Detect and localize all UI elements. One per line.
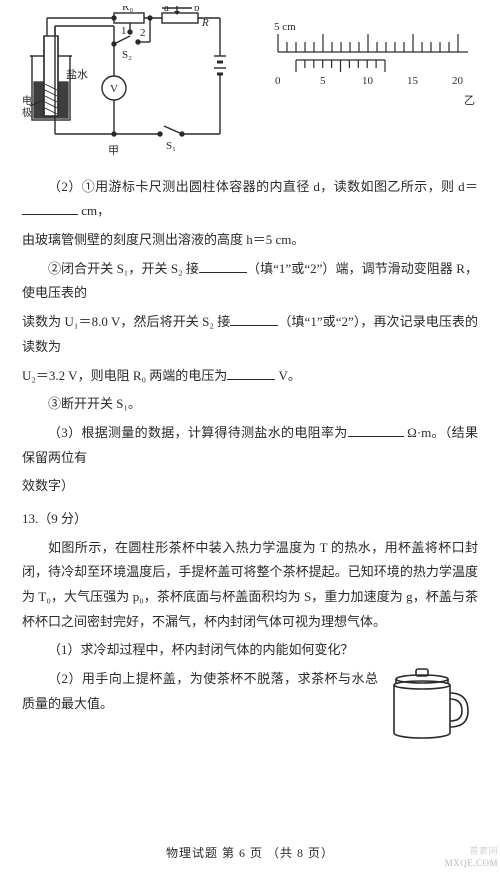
- ruler-figure: 5 cm 0 5 10 15 20 乙: [268, 22, 478, 115]
- blank-d: [22, 200, 78, 215]
- q2-2-line2: 读数为 U₁＝8.0 V，然后将开关 S₂ 接（填“1”或“2”），再次记录电压…: [22, 310, 478, 359]
- q2-2-line1: ②闭合开关 S₁，开关 S₂ 接（填“1”或“2”）端，调节滑动变阻器 R，使电…: [22, 257, 478, 306]
- ruler-20: 20: [452, 75, 464, 87]
- label-s2: S₂: [122, 49, 132, 61]
- label-2: 2: [140, 27, 146, 39]
- q3-line2: 效数字）: [22, 474, 478, 499]
- watermark-bottom: MXQE.COM: [445, 855, 498, 872]
- label-salt: 盐水: [66, 68, 88, 81]
- label-electrode2: 极: [22, 106, 32, 119]
- label-r0: R₀: [122, 6, 133, 13]
- ruler-10: 10: [362, 75, 374, 87]
- label-v: V: [110, 83, 118, 95]
- q13-p2: （1）求冷却过程中，杯内封闭气体的内能如何变化？: [22, 638, 478, 663]
- label-jia: 甲: [108, 145, 119, 156]
- label-1: 1: [121, 25, 127, 37]
- cup-figure: [386, 667, 472, 752]
- blank-rho: [348, 422, 404, 437]
- label-b: b: [194, 6, 200, 14]
- q2-2-line3: U₂＝3.2 V，则电阻 R₀ 两端的电压为 V。: [22, 364, 478, 389]
- ruler-15: 15: [407, 75, 419, 87]
- label-a: a: [164, 6, 169, 14]
- ruler-5: 5: [320, 75, 326, 87]
- ruler-5cm: 5 cm: [274, 22, 296, 33]
- label-s1: S₁: [166, 140, 176, 152]
- q13-num: 13.（9 分）: [22, 507, 478, 532]
- ruler-0: 0: [275, 75, 281, 87]
- label-r: R: [201, 17, 209, 29]
- label-electrode: 电: [22, 94, 32, 107]
- circuit-figure: R₀ R a b 1 2 S₂ V S₁ 盐水 电 极 甲: [22, 6, 232, 165]
- q2-3: ③断开开关 S₁。: [22, 392, 478, 417]
- q3-line1: （3）根据测量的数据，计算得待测盐水的电阻率为 Ω·m。（结果保留两位有: [22, 421, 478, 470]
- label-yi: 乙: [464, 94, 475, 106]
- q2-1-line2: 由玻璃管侧壁的刻度尺测出溶液的高度 h＝5 cm。: [22, 228, 478, 253]
- blank-s2b: [230, 311, 278, 326]
- blank-u: [227, 364, 275, 379]
- blank-s2a: [199, 257, 247, 272]
- q2-1-line1: （2）①用游标卡尺测出圆柱体容器的内直径 d，读数如图乙所示，则 d＝ cm，: [22, 175, 478, 224]
- page-footer: 物理试题 第 6 页 （共 8 页）: [22, 842, 478, 865]
- q13-p1: 如图所示，在圆柱形茶杯中装入热力学温度为 T 的热水，用杯盖将杯口封闭，待冷却至…: [22, 536, 478, 635]
